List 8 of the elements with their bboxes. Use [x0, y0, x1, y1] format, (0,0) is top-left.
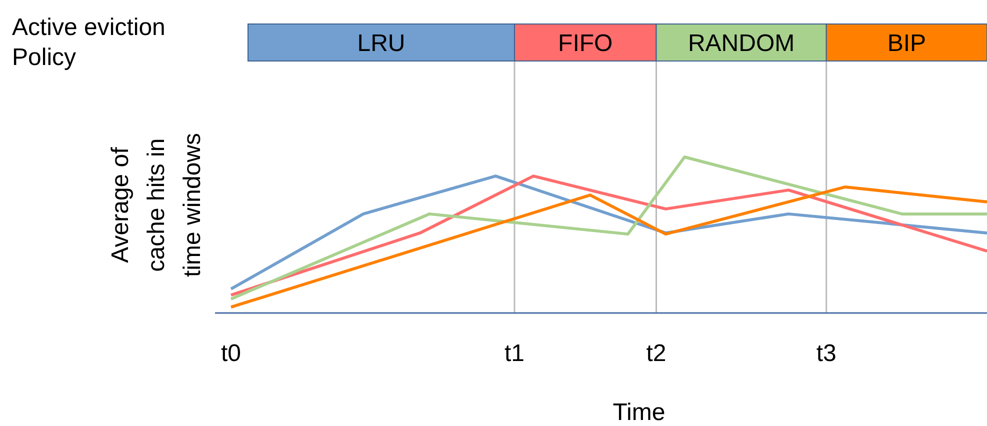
chart-title: Active eviction Policy: [12, 14, 166, 71]
x-axis-title: Time: [612, 399, 666, 426]
x-tick-label: t0: [220, 340, 242, 367]
y-axis-title: Average of cache hits in time windows: [107, 132, 206, 278]
x-tick-label: t3: [816, 340, 836, 367]
x-tick-label: t2: [646, 340, 666, 367]
x-tick-label: t1: [504, 340, 525, 367]
policy-timeline: LRU FIFO RANDOM BIP: [248, 24, 987, 62]
